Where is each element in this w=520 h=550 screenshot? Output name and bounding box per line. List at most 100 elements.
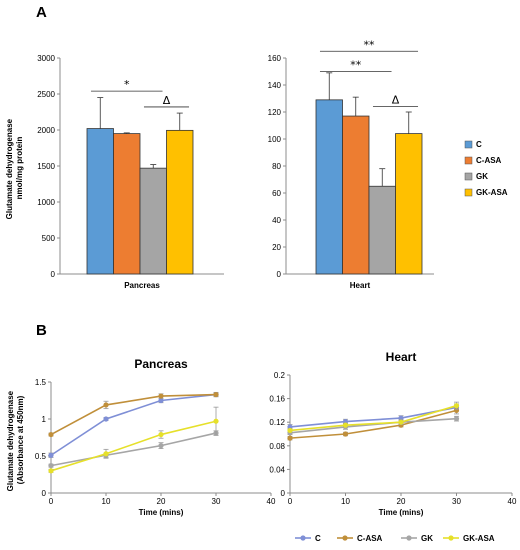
series-line-gk: [289, 417, 457, 434]
y-tick-label: 2500: [37, 90, 55, 99]
bar-legend: C C-ASA GK GK-ASA: [464, 140, 508, 197]
x-tick-label: 40: [508, 497, 517, 506]
legend-label: GK: [421, 534, 433, 543]
line-chart-heart: Heart 0 0.04 0.08 0.12 0.16 0.2 0 10 20 30 40 Time (…: [269, 350, 517, 517]
legend-marker-c-asa: [342, 535, 348, 541]
significance-marker: Δ: [392, 94, 400, 107]
y-tick-label: 500: [42, 234, 56, 243]
data-point-c-asa: [213, 391, 219, 398]
bar-chart-pancreas: 0 500 1000 1500 2000 2500 3000 * Δ Pancreas: [37, 54, 224, 290]
x-tick-label: 10: [102, 497, 111, 506]
y-tick-label: 60: [272, 189, 281, 198]
legend-label: GK: [476, 172, 488, 181]
x-tick-label: 20: [157, 497, 166, 506]
x-tick-label: 30: [212, 497, 221, 506]
y-tick-label: 0.08: [269, 442, 285, 451]
data-point-c: [48, 452, 54, 458]
y-tick-label: 2000: [37, 126, 55, 135]
data-point-c: [103, 416, 109, 422]
legend-marker-gk-asa: [448, 535, 454, 541]
bar-gk-asa: [166, 129, 194, 275]
data-point-c: [398, 415, 404, 421]
y-tick-label: 0: [51, 270, 56, 279]
x-axis-label: Pancreas: [124, 281, 160, 290]
y-tick-label: 1: [42, 415, 47, 424]
y-tick-label: 80: [272, 162, 281, 171]
data-point-gk: [158, 443, 164, 449]
data-point-gk: [453, 416, 460, 422]
series-line-c-asa: [289, 409, 457, 439]
y-tick-label: 0: [277, 270, 282, 279]
y-tick-label: 40: [272, 216, 281, 225]
legend-label: C-ASA: [357, 534, 383, 543]
panel-a-ylabel-line1: Glutamate dehydrogenase: [5, 118, 14, 219]
y-tick-label: 160: [268, 54, 282, 63]
panel-a-ylabel: Glutamate dehydrogenase nmol/mg protein: [5, 117, 24, 220]
data-point-gk-asa: [342, 422, 349, 428]
series-line-gk-asa: [50, 420, 217, 472]
legend-swatch-gk-asa: [464, 188, 473, 197]
bar-c: [86, 128, 114, 275]
legend-swatch-gk: [464, 172, 473, 181]
y-tick-label: 0.5: [35, 452, 47, 461]
chart-title: Pancreas: [134, 357, 188, 371]
panel-b-ylabel-line2: (Absorbance at 450nm): [16, 395, 25, 484]
line-legend: C C-ASA GK GK-ASA: [295, 534, 495, 543]
data-point-gk-asa: [103, 451, 109, 457]
significance-marker: **: [350, 59, 362, 72]
x-tick-label: 20: [397, 497, 406, 506]
legend-marker-gk: [406, 535, 412, 541]
x-tick-label: 10: [341, 497, 350, 506]
legend-swatch-c-asa: [464, 156, 473, 165]
legend-marker-c: [300, 535, 306, 541]
y-tick-label: 120: [268, 108, 282, 117]
bar-gk: [139, 167, 167, 275]
x-axis-label: Heart: [350, 281, 371, 290]
bar-c: [315, 99, 343, 275]
y-tick-label: 1000: [37, 198, 55, 207]
legend-label: GK-ASA: [463, 534, 495, 543]
series-line-c-asa: [50, 393, 217, 436]
legend-label: C-ASA: [476, 156, 502, 165]
series-line-gk: [50, 432, 217, 467]
series-line-c: [50, 393, 217, 456]
panel-b-ylabel: Glutamate dehydrogenase (Absorbance at 4…: [6, 389, 25, 492]
significance-marker: *: [124, 78, 130, 91]
y-tick-label: 1.5: [35, 378, 47, 387]
y-tick-label: 3000: [37, 54, 55, 63]
significance-marker: Δ: [163, 94, 171, 107]
significance-marker: **: [364, 38, 376, 51]
x-tick-label: 30: [452, 497, 461, 506]
y-tick-label: 0.12: [269, 418, 285, 427]
data-point-gk-asa: [158, 431, 164, 438]
x-tick-label: 0: [49, 497, 54, 506]
line-chart-pancreas: Pancreas 0 0.5 1 1.5 0 10 20 30 40 Time (mins): [35, 357, 276, 517]
bar-c-asa: [113, 133, 141, 275]
chart-title: Heart: [386, 350, 417, 364]
data-point-gk-asa: [398, 419, 404, 425]
bar-gk: [368, 185, 396, 275]
y-tick-label: 0.2: [274, 371, 286, 380]
x-axis-label: Time (mins): [379, 508, 424, 517]
data-point-c: [158, 397, 164, 404]
legend-label: GK-ASA: [476, 188, 508, 197]
y-tick-label: 0.16: [269, 395, 285, 404]
panel-b-ylabel-line1: Glutamate dehydrogenase: [6, 390, 15, 491]
x-tick-label: 40: [267, 497, 276, 506]
series-line-c: [289, 406, 457, 428]
data-point-c-asa: [287, 435, 293, 441]
data-point-gk: [48, 463, 54, 469]
bar-gk-asa: [395, 133, 423, 275]
panel-b-label: B: [36, 322, 47, 339]
y-tick-label: 0: [281, 489, 286, 498]
legend-swatch-c: [464, 140, 473, 149]
legend-label: C: [315, 534, 321, 543]
y-tick-label: 0: [42, 489, 47, 498]
data-point-c-asa: [342, 431, 349, 437]
legend-label: C: [476, 140, 482, 149]
y-tick-label: 0.04: [269, 465, 285, 474]
y-tick-label: 1500: [37, 162, 55, 171]
panel-a-label: A: [36, 4, 47, 21]
data-point-gk-asa: [453, 403, 460, 409]
